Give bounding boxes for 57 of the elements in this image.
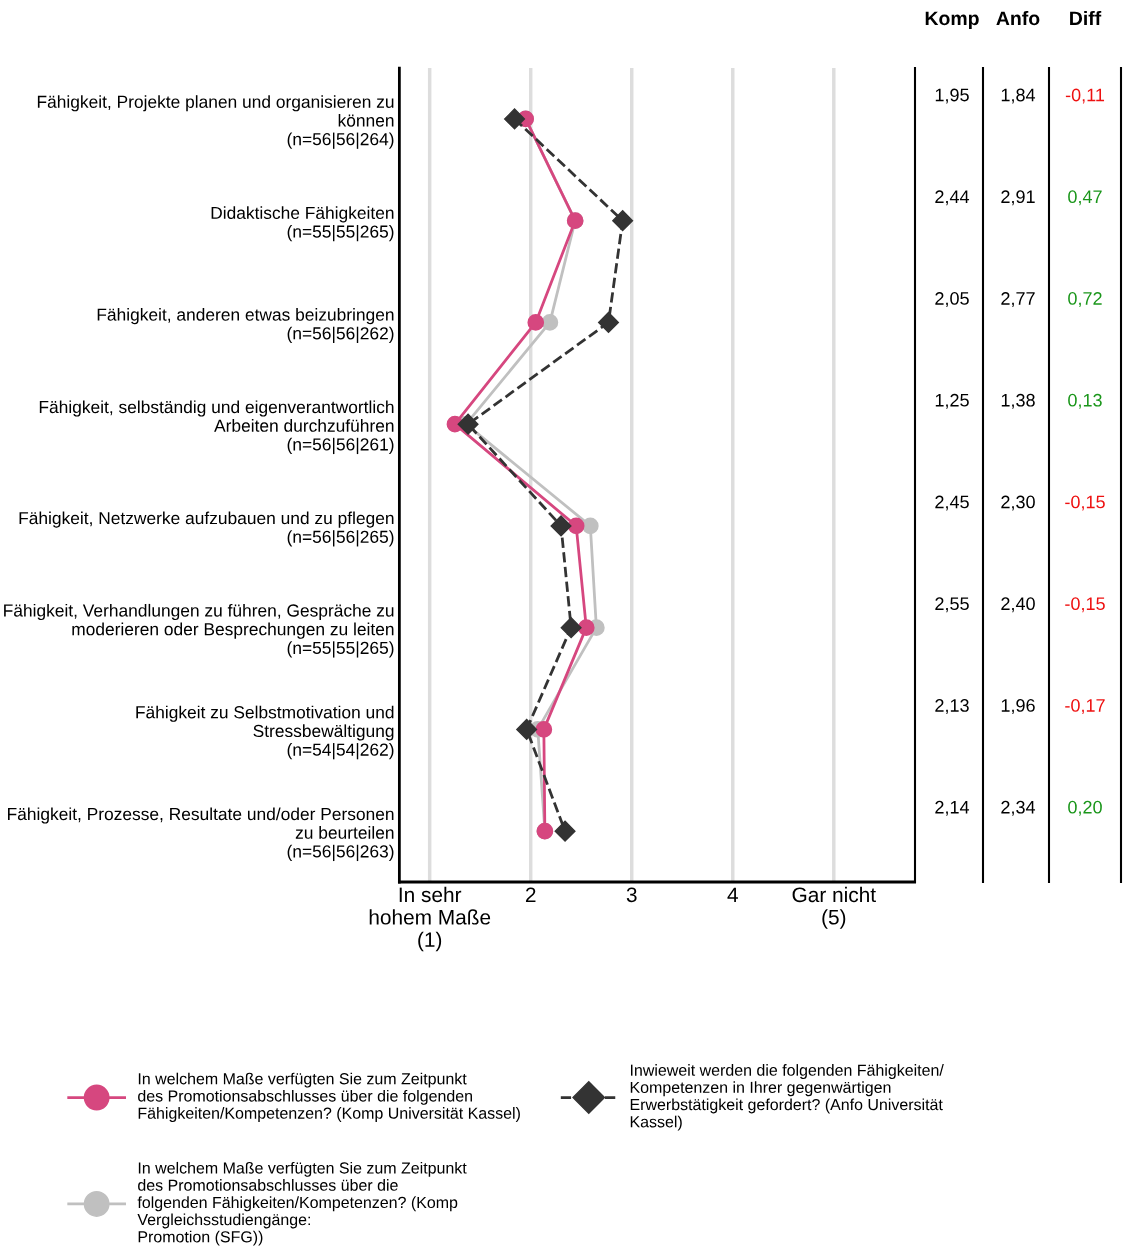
- point: [597, 311, 620, 333]
- legend-label: In welchem Maße verfügten Sie zum Zeitpunkt des Promotionsabschlusses über die folgenden Fähigkeiten/Kompetenzen? (Komp Vergleichsstudiengänge: Promotion (SFG)): [137, 1161, 467, 1246]
- y-tick-label: Fähigkeit, Verhandlungen zu führen, Gespräche zu moderieren oder Besprechungen zu leiten (n=55|55|265): [4, 603, 394, 658]
- text: Anfo: [996, 10, 1040, 26]
- data-label: 2,40: [1001, 597, 1035, 613]
- text: 0,13: [1068, 393, 1102, 409]
- point: [527, 314, 545, 331]
- point: [457, 413, 479, 435]
- data-label: 2,55: [935, 597, 969, 613]
- data-label: 2,13: [935, 699, 969, 714]
- data-label: 1,96: [1001, 699, 1035, 714]
- point: [516, 718, 538, 740]
- point: [550, 515, 572, 537]
- x-tick-label: 4: [727, 887, 738, 902]
- y-tick-label: Fähigkeit, anderen etwas beizubringen (n=56|56|262): [97, 308, 394, 343]
- point: [535, 721, 553, 738]
- data-label: 2,77: [1001, 292, 1035, 307]
- data-label: 1,95: [935, 88, 969, 104]
- y-tick-label: Fähigkeit, Netzwerke aufzubauen und zu pflegen (n=56|56|265): [19, 511, 394, 547]
- x-tick-label: Gar nicht (5): [792, 886, 876, 929]
- data-label: 2,30: [1001, 495, 1035, 511]
- data-label: 2,44: [935, 190, 970, 206]
- y-tick-label: Didaktische Fähigkeiten (n=55|55|265): [211, 206, 394, 242]
- point: [554, 820, 576, 842]
- text: -0,11: [1065, 88, 1105, 104]
- text: Diff: [1070, 10, 1102, 26]
- point: [581, 517, 599, 535]
- text: 0,47: [1068, 190, 1102, 206]
- point: [541, 314, 559, 331]
- data-label: 1,84: [1001, 88, 1036, 104]
- y-tick-label: Fähigkeit zu Selbstmotivation und Stressbewältigung (n=54|54|262): [136, 705, 394, 760]
- data-label: 2,91: [1001, 190, 1035, 206]
- legend-label: In welchem Maße verfügten Sie zum Zeitpunkt des Promotionsabschlusses über die folgenden Fähigkeiten/Kompetenzen? (Komp Universität Kassel): [138, 1072, 520, 1122]
- text: -0,15: [1065, 597, 1105, 613]
- data-label: 1,38: [1001, 393, 1035, 409]
- x-tick-label: 2: [525, 887, 536, 902]
- data-label: 1,25: [935, 393, 969, 409]
- data-label: 2,14: [935, 800, 970, 816]
- point: [560, 617, 582, 639]
- text: 0,20: [1068, 800, 1102, 816]
- y-tick-label: Fähigkeit, Projekte planen und organisieren zu können (n=56|56|264): [37, 95, 394, 149]
- legend-label: Inwieweit werden die folgenden Fähigkeiten/ Kompetenzen in Ihrer gegenwärtigen Erwerbstätigkeit gefordert? (Anfo Universität Kassel): [630, 1064, 944, 1131]
- data-label: 2,34: [1001, 800, 1036, 816]
- point: [567, 517, 585, 535]
- y-tick-label: Fähigkeit, Prozesse, Resultate und/oder Personen zu beurteilen (n=56|56|263): [8, 807, 394, 862]
- data-label: 2,45: [935, 495, 969, 511]
- x-tick-label: 3: [626, 887, 637, 903]
- point: [577, 619, 595, 636]
- y-tick-label: Fähigkeit, selbständig und eigenverantwortlich Arbeiten durchzuführen (n=56|56|261): [39, 400, 394, 455]
- point: [612, 210, 634, 232]
- point: [504, 108, 526, 130]
- text: Komp: [925, 11, 979, 30]
- text: -0,15: [1065, 495, 1105, 511]
- text: 0,72: [1068, 292, 1102, 307]
- x-tick-label: In sehr hohem Maße (1): [369, 886, 491, 952]
- data-label: 2,05: [935, 292, 969, 307]
- text: -0,17: [1065, 699, 1105, 714]
